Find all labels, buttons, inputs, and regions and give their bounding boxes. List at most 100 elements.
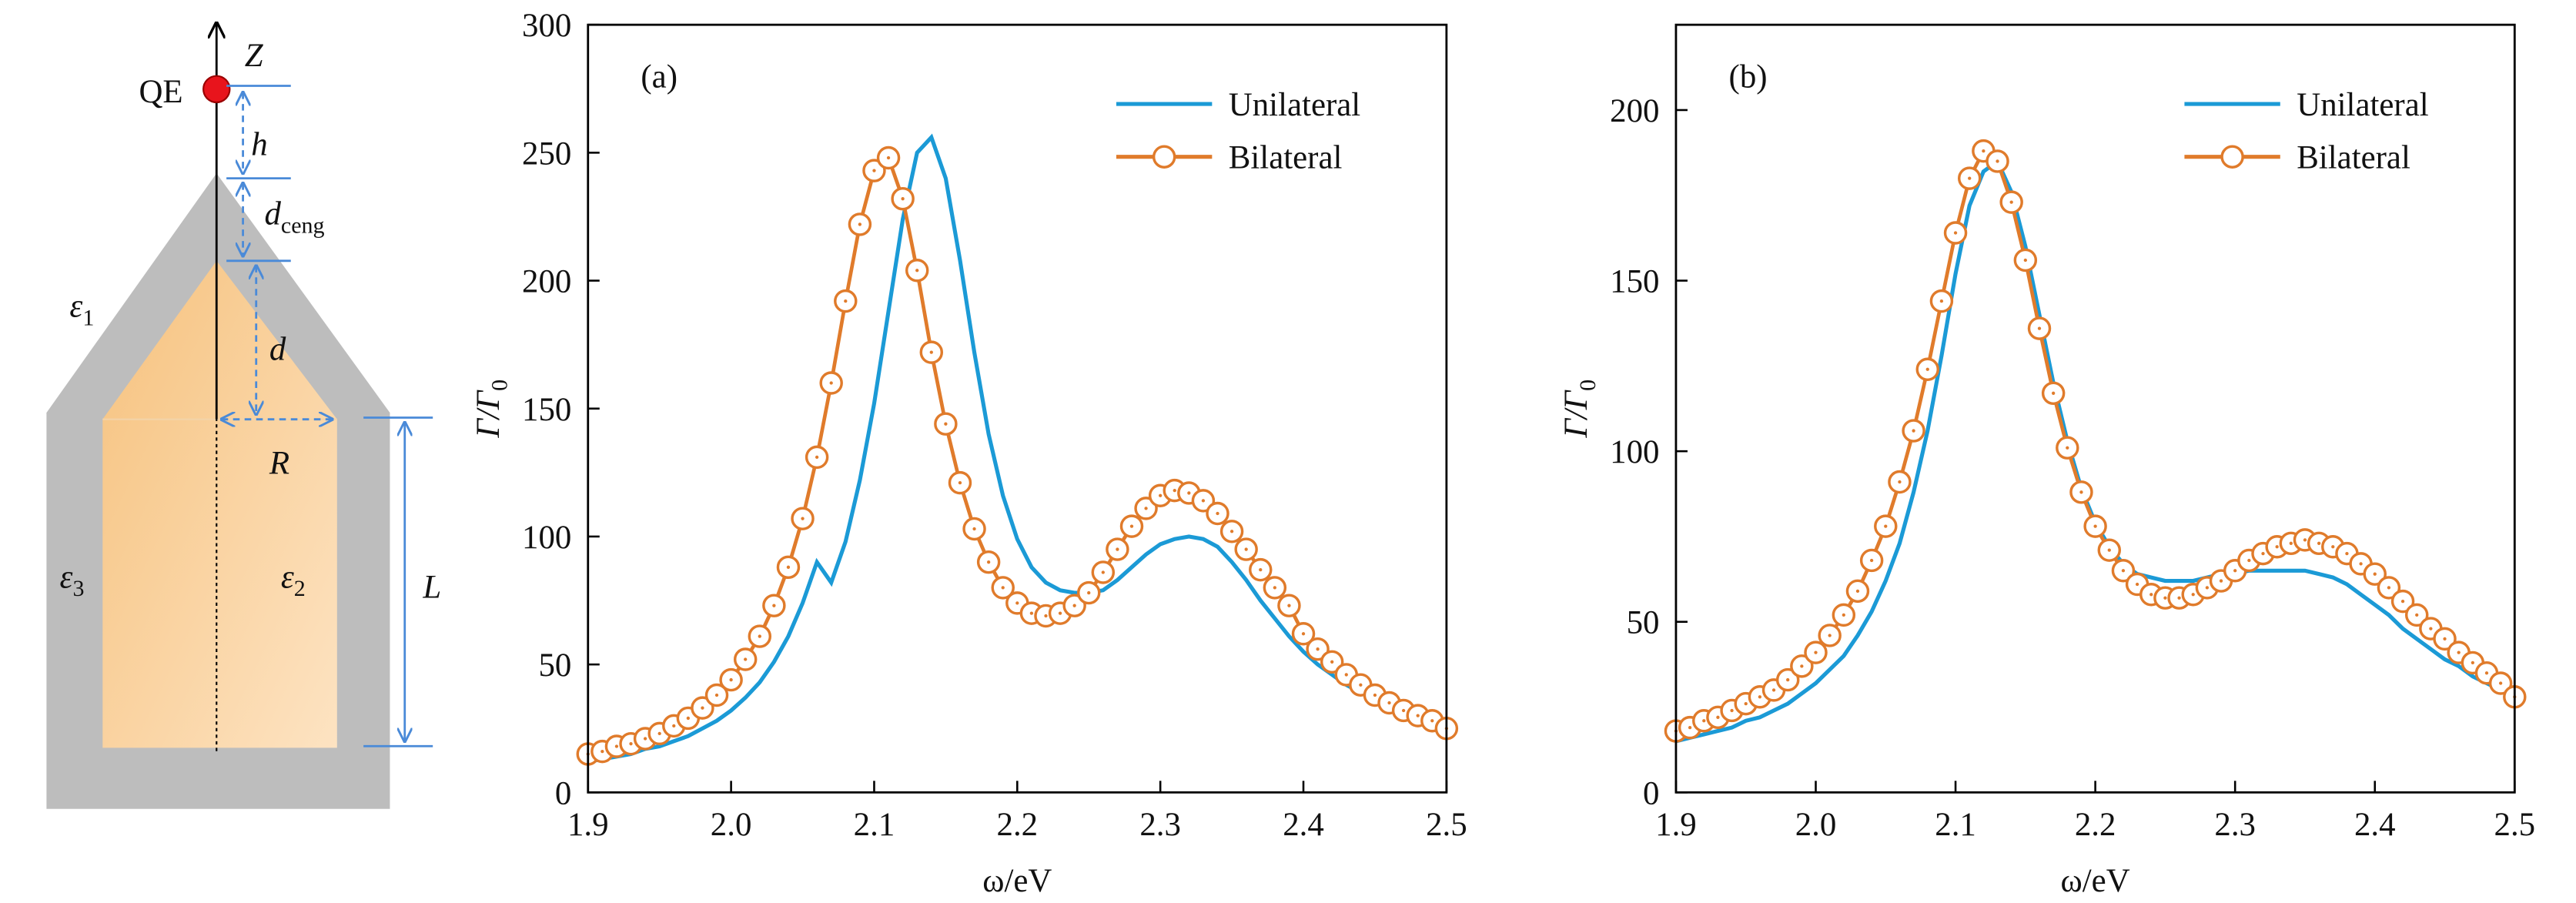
dceng-main: d [264, 196, 281, 232]
marker-dot [629, 742, 633, 746]
marker-dot [2499, 681, 2503, 685]
marker-dot [801, 517, 805, 520]
x-tick-label: 2.1 [854, 807, 895, 843]
marker-dot [1702, 719, 1706, 723]
marker-dot [2163, 596, 2167, 600]
marker-dot [1996, 159, 1999, 163]
marker-dot [1316, 647, 1320, 651]
marker-dot [872, 169, 876, 172]
marker-dot [1201, 499, 1206, 503]
marker-dot [2415, 613, 2419, 617]
y-tick-label: 100 [1610, 434, 1659, 470]
structure-diagram: QE Z h dceng ε1 d R ε3 ε2 L [46, 23, 441, 809]
plot-frame [1674, 23, 2516, 794]
marker-dot [2387, 586, 2391, 590]
marker-dot [686, 716, 691, 721]
y-axis-label-sub: 0 [1575, 380, 1601, 391]
y-axis-label-main: Γ/Γ [1558, 390, 1594, 438]
series-line [1675, 148, 2516, 733]
x-tick-label: 2.4 [2354, 807, 2396, 843]
dceng-sub: ceng [281, 212, 325, 238]
marker-dot [1259, 568, 1263, 572]
marker-dot [1144, 507, 1148, 510]
marker-dot [1159, 493, 1163, 497]
marker-dot [1244, 547, 1248, 551]
marker-dot [1401, 708, 1406, 713]
marker-dot [1001, 586, 1005, 590]
eps3-main: ε [60, 559, 73, 595]
d-label: d [269, 331, 286, 367]
y-axis-label: Γ/Γ0 [1558, 380, 1601, 439]
marker-dot [2359, 562, 2363, 566]
marker-dot [829, 381, 833, 385]
marker-dot [2177, 596, 2181, 600]
marker-dot [1301, 632, 1306, 636]
marker-dot [2484, 671, 2489, 675]
marker-dot [1187, 491, 1191, 495]
legend-label: Unilateral [1229, 87, 1361, 123]
marker-dot [858, 222, 862, 226]
y-tick-label: 50 [1627, 605, 1660, 641]
x-axis-label-text: ω/eV [982, 863, 1052, 899]
marker-dot [1912, 429, 1915, 433]
marker-dot [2135, 582, 2139, 587]
x-tick-label: 2.5 [2494, 807, 2536, 843]
marker-dot [1758, 695, 1762, 699]
marker-dot [1939, 299, 1944, 303]
legend-label: Unilateral [2297, 87, 2429, 123]
marker-dot [1229, 530, 1234, 533]
marker-dot [1387, 701, 1391, 705]
eps2-sub: 2 [294, 576, 306, 601]
marker-dot [1116, 547, 1119, 551]
y-axis-label: Γ/Γ0 [470, 380, 513, 439]
marker-dot [1101, 570, 1105, 574]
y-tick-label: 250 [522, 135, 571, 172]
z-label: Z [245, 38, 264, 74]
x-tick-label: 2.5 [1426, 807, 1467, 843]
marker-dot [987, 560, 991, 564]
y-tick-label: 0 [1643, 775, 1659, 811]
marker-dot [2205, 586, 2210, 590]
marker-dot [1015, 601, 1019, 605]
marker-dot [1173, 488, 1176, 493]
marker-dot [2400, 599, 2405, 604]
x-tick-label: 2.4 [1283, 807, 1324, 843]
marker-dot [1416, 714, 1420, 717]
y-axis-label-sub: 0 [487, 380, 513, 391]
marker-dot [2457, 650, 2461, 654]
marker-dot [786, 565, 791, 569]
marker-dot [1786, 677, 1790, 682]
marker-dot [744, 657, 748, 661]
panel-label: (a) [641, 59, 677, 95]
x-axis-label-text: ω/eV [2061, 863, 2130, 899]
marker-dot [1688, 725, 1692, 730]
y-tick-label: 150 [522, 392, 571, 428]
marker-dot [672, 724, 676, 728]
y-tick-label: 100 [522, 520, 571, 556]
chart: 1.9 2.0 2.1 2.2 2.3 2.4 2.5 0 50 100 150 200 (b) ω/eV… [1558, 23, 2536, 899]
marker-dot [1216, 511, 1219, 516]
marker-dot [729, 677, 733, 682]
marker-dot [2107, 548, 2111, 552]
chart: 1.9 2.0 2.1 2.2 2.3 2.4 2.5 0 50 100 150 200 250 300 (… [470, 8, 1467, 899]
eps1-label: ε1 [69, 289, 94, 331]
marker-dot [2023, 258, 2027, 263]
plot-frame [587, 23, 1448, 794]
x-tick-label: 2.2 [2075, 807, 2116, 843]
x-tick-label: 2.3 [1139, 807, 1181, 843]
marker-dot [1744, 701, 1748, 706]
marker-dot [2317, 541, 2321, 545]
marker-dot [2066, 446, 2069, 450]
marker-dot [2289, 541, 2293, 545]
marker-dot [772, 604, 776, 607]
eps3-sub: 3 [72, 576, 84, 601]
marker-dot [2303, 538, 2307, 542]
marker-dot [1373, 693, 1377, 697]
y-tick-label: 200 [1610, 93, 1659, 129]
marker-dot [1828, 634, 1832, 637]
marker-dot [944, 422, 948, 426]
series-line [587, 133, 1447, 764]
marker-dot [1072, 604, 1076, 607]
marker-dot [2052, 391, 2056, 395]
marker-dot [901, 197, 905, 201]
